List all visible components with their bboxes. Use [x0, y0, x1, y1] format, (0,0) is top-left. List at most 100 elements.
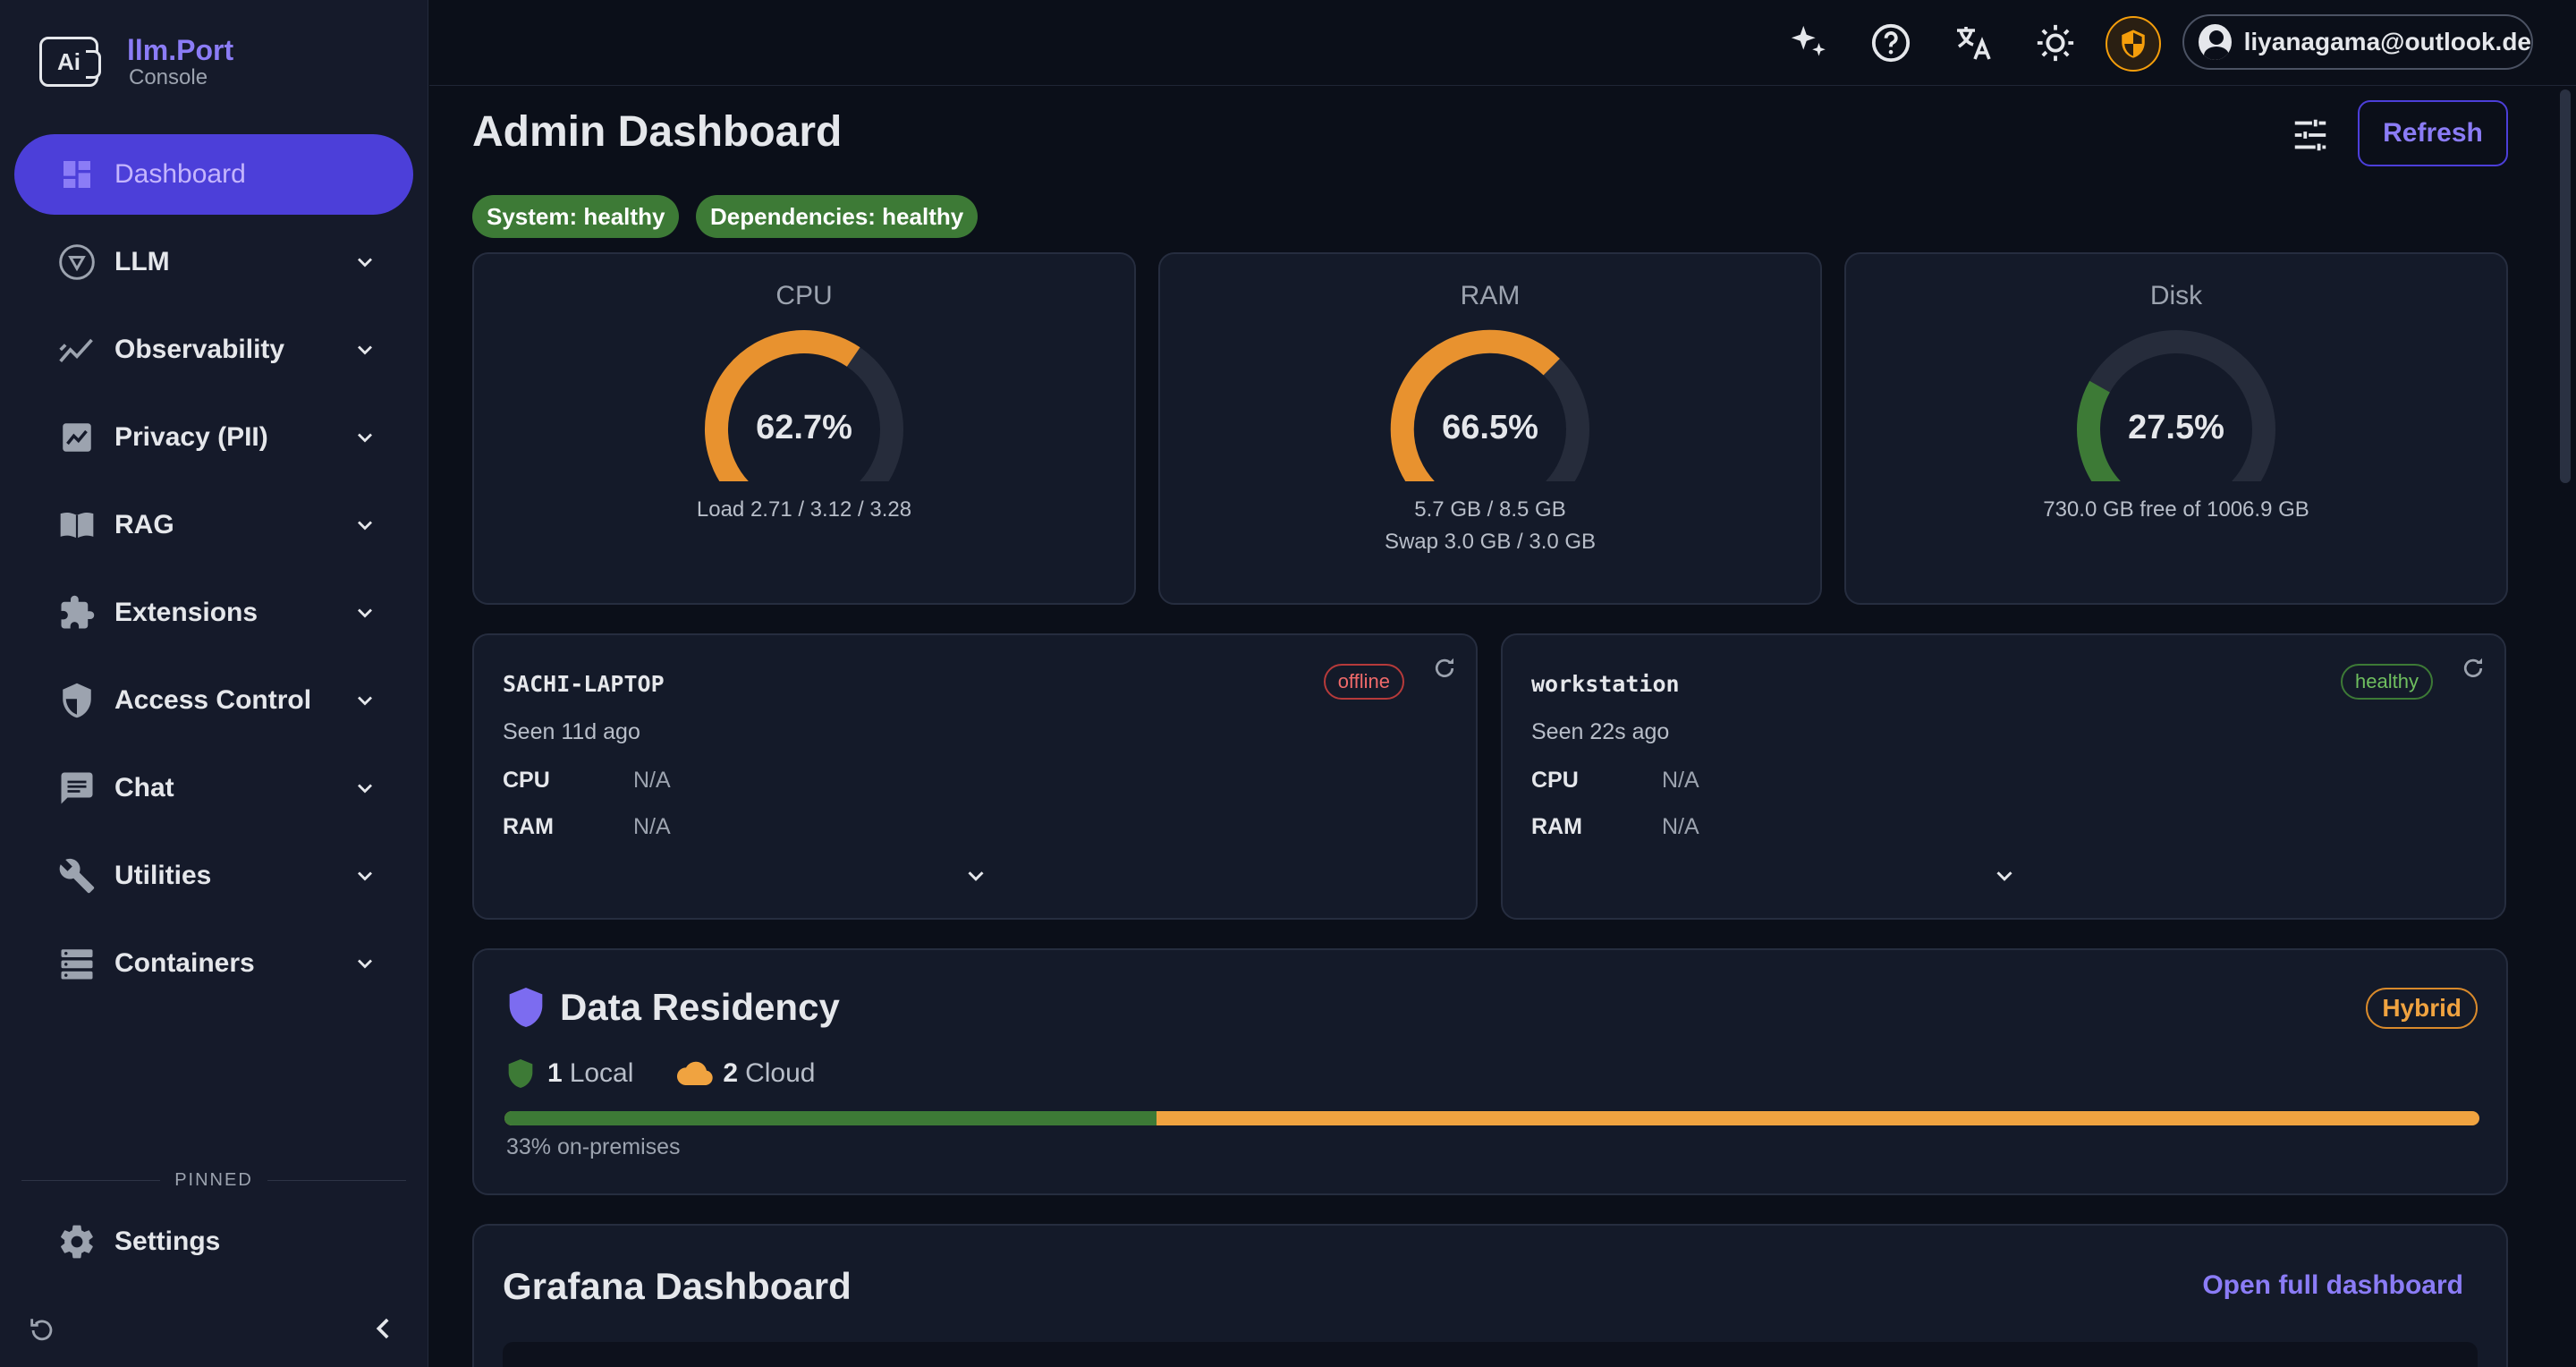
- chat-icon: [57, 768, 97, 808]
- user-menu-button[interactable]: liyanagama@outlook.de: [2182, 14, 2533, 70]
- containers-icon: [57, 944, 97, 983]
- sidebar-nav: Dashboard LLM Observability Privacy (PII…: [14, 134, 413, 1011]
- sidebar-item-chat[interactable]: Chat: [14, 748, 413, 828]
- status-badge: healthy: [2341, 664, 2433, 700]
- help-icon[interactable]: [1869, 21, 1912, 64]
- data-residency-card: Data Residency Hybrid 1 Local 2 Cloud 33…: [472, 948, 2508, 1195]
- sidebar-item-utilities[interactable]: Utilities: [14, 836, 413, 916]
- sidebar-item-privacy[interactable]: Privacy (PII): [14, 397, 413, 478]
- host-card-workstation: workstation healthy Seen 22s ago CPU N/A …: [1501, 633, 2506, 920]
- host-ram-label: RAM: [1531, 814, 1582, 839]
- chevron-down-icon: [358, 608, 372, 618]
- refresh-button[interactable]: Refresh: [2358, 100, 2508, 166]
- sidebar-item-access-control[interactable]: Access Control: [14, 660, 413, 741]
- dependencies-status-badge: Dependencies: healthy: [696, 195, 979, 238]
- llm-icon: [57, 242, 97, 282]
- user-icon: [2199, 24, 2232, 60]
- system-status-badge: System: healthy: [472, 195, 680, 238]
- cpu-gauge: 62.7%: [705, 330, 903, 481]
- wrench-icon: [57, 856, 97, 896]
- gauge-info: 5.7 GB / 8.5 GB: [1414, 497, 1566, 522]
- open-full-dashboard-link[interactable]: Open full dashboard: [2202, 1270, 2463, 1300]
- book-icon: [57, 505, 97, 545]
- residency-counts: 1 Local 2 Cloud: [506, 1057, 815, 1090]
- dashboard-icon: [57, 155, 97, 194]
- gauge-title: Disk: [2149, 281, 2203, 310]
- local-label: Local: [569, 1058, 634, 1088]
- sidebar-item-label: Access Control: [114, 685, 312, 715]
- host-last-seen: Seen 11d ago: [503, 719, 640, 744]
- security-shield-icon[interactable]: [2106, 16, 2161, 72]
- gauge-fill: [705, 330, 860, 481]
- gauge-value: 62.7%: [756, 409, 852, 446]
- residency-note: 33% on-premises: [506, 1134, 681, 1159]
- sync-icon[interactable]: [27, 1315, 57, 1346]
- local-count: 1: [547, 1058, 563, 1088]
- gauge-info: Load 2.71 / 3.12 / 3.28: [696, 497, 912, 522]
- sidebar-item-dashboard[interactable]: Dashboard: [14, 134, 413, 215]
- chevron-down-icon: [358, 784, 372, 794]
- residency-progress-bar: [504, 1111, 2479, 1125]
- gauge-fill: [1390, 329, 1560, 481]
- host-ram-value: N/A: [1662, 814, 1699, 839]
- sidebar-item-label: Utilities: [114, 861, 212, 890]
- sidebar: Ai llm.Port Console Dashboard LLM Observ…: [0, 0, 428, 1367]
- chevron-down-icon: [358, 696, 372, 706]
- app-logo: Ai: [39, 37, 101, 87]
- sidebar-item-label: Containers: [114, 948, 255, 978]
- pinned-label: PINNED: [174, 1169, 253, 1190]
- residency-mode-badge: Hybrid: [2366, 988, 2478, 1029]
- shield-icon: [57, 681, 97, 720]
- page-title: Admin Dashboard: [472, 108, 843, 156]
- host-card-sachi-laptop: SACHI-LAPTOP offline Seen 11d ago CPU N/A…: [472, 633, 1478, 920]
- host-ram-label: RAM: [503, 814, 554, 839]
- ram-gauge: 66.5%: [1390, 329, 1589, 481]
- residency-local-fill: [504, 1111, 1157, 1125]
- tune-icon[interactable]: [2290, 115, 2331, 156]
- host-cpu-label: CPU: [503, 768, 550, 793]
- host-last-seen: Seen 22s ago: [1531, 719, 1670, 744]
- sidebar-item-label: Dashboard: [114, 159, 246, 189]
- chevron-down-icon: [358, 433, 372, 443]
- theme-icon[interactable]: [2034, 21, 2077, 64]
- sidebar-item-llm[interactable]: LLM: [14, 222, 413, 302]
- user-email: liyanagama@outlook.de: [2243, 28, 2531, 55]
- brand[interactable]: Ai llm.Port Console: [39, 34, 233, 89]
- sidebar-item-extensions[interactable]: Extensions: [14, 573, 413, 653]
- sidebar-item-observability[interactable]: Observability: [14, 310, 413, 390]
- sidebar-item-label: LLM: [114, 247, 170, 276]
- sidebar-item-label: RAG: [114, 510, 174, 539]
- grafana-card: Grafana Dashboard Open full dashboard: [472, 1224, 2508, 1367]
- expand-chevron-icon[interactable]: [962, 862, 989, 889]
- refresh-icon[interactable]: [2460, 655, 2487, 682]
- gauge-value: 27.5%: [2128, 409, 2224, 446]
- translate-icon[interactable]: [1952, 21, 1995, 64]
- shield-icon: [509, 988, 543, 1027]
- collapse-sidebar-icon[interactable]: [369, 1313, 399, 1344]
- sidebar-item-rag[interactable]: RAG: [14, 485, 413, 565]
- gauge-value: 66.5%: [1442, 409, 1538, 446]
- host-cpu-label: CPU: [1531, 768, 1579, 793]
- disk-gauge: 27.5%: [2077, 330, 2275, 481]
- host-name: workstation: [1531, 671, 1680, 697]
- disk-gauge-card: Disk 27.5% 730.0 GB free of 1006.9 GB: [1844, 252, 2508, 605]
- cpu-gauge-card: CPU 62.7% Load 2.71 / 3.12 / 3.28: [472, 252, 1136, 605]
- gauge-title: RAM: [1460, 281, 1521, 310]
- sidebar-item-settings[interactable]: Settings: [57, 1222, 220, 1261]
- sidebar-item-label: Privacy (PII): [114, 422, 268, 452]
- page-scrollbar[interactable]: [2560, 89, 2571, 483]
- expand-chevron-icon[interactable]: [1991, 862, 2018, 889]
- sidebar-item-label: Observability: [114, 335, 285, 364]
- host-cpu-value: N/A: [1662, 768, 1699, 793]
- refresh-icon[interactable]: [1431, 655, 1458, 682]
- ram-gauge-card: RAM 66.5% 5.7 GB / 8.5 GB Swap 3.0 GB / …: [1158, 252, 1822, 605]
- privacy-icon: [57, 418, 97, 457]
- grafana-frame: [503, 1342, 2478, 1367]
- sparkle-icon[interactable]: [1787, 21, 1830, 64]
- chevron-down-icon: [358, 871, 372, 881]
- sidebar-item-containers[interactable]: Containers: [14, 923, 413, 1004]
- sidebar-item-label: Chat: [114, 773, 174, 802]
- chevron-down-icon: [358, 345, 372, 355]
- gauge-info: Swap 3.0 GB / 3.0 GB: [1384, 530, 1597, 554]
- settings-label: Settings: [114, 1227, 221, 1256]
